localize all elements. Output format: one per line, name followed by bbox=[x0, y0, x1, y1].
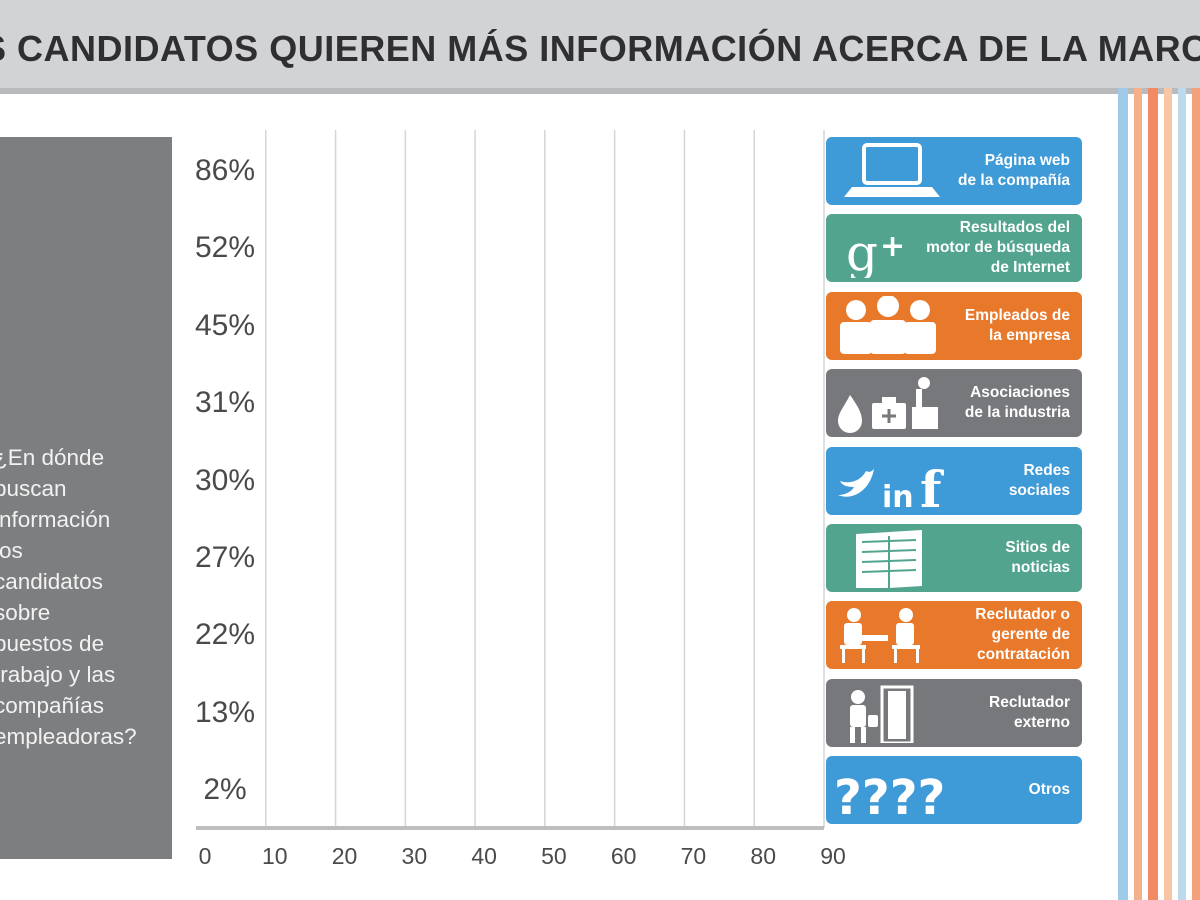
stripe bbox=[1118, 88, 1128, 900]
percent-label: 2% bbox=[203, 773, 247, 807]
question-text: ¿En dónde buscan información los candida… bbox=[0, 445, 137, 749]
stripe bbox=[1134, 88, 1142, 900]
legend-label: Reclutador externo bbox=[989, 693, 1070, 731]
legend-label: Página web de la compañía bbox=[958, 152, 1070, 189]
legend-label: Sitios de noticias bbox=[1005, 539, 1070, 576]
legend-item: Empleados de la empresa bbox=[826, 291, 1082, 360]
legend-label: Resultados del motor de búsqueda de Inte… bbox=[926, 219, 1070, 277]
grid-layer bbox=[265, 130, 825, 828]
laptop-icon bbox=[832, 141, 944, 201]
percent-label: 52% bbox=[194, 231, 256, 265]
stripe bbox=[1164, 88, 1172, 900]
x-tick-label: 40 bbox=[471, 843, 497, 869]
google-plus-icon: g + bbox=[832, 218, 944, 282]
social-media-icon: in f bbox=[832, 451, 945, 515]
legend-item: Asociaciones de la industria bbox=[826, 369, 1082, 438]
legend-item: Reclutador o gerente de contratación bbox=[826, 601, 1082, 670]
legend-label: Empleados de la empresa bbox=[964, 306, 1070, 344]
interview-icon bbox=[832, 605, 944, 665]
stripe bbox=[1178, 88, 1186, 900]
header-banner: S CANDIDATOS QUIEREN MÁS INFORMACIÓN ACE… bbox=[0, 0, 1200, 94]
legend-label: Redes sociales bbox=[1008, 461, 1070, 499]
percent-label: 13% bbox=[194, 695, 256, 729]
legend-label: Asociaciones de la industria bbox=[964, 384, 1070, 422]
percent-labels: 86% 52% 45% 31% 30% 27% 22% 13% 2% bbox=[172, 0, 267, 900]
svg-text:+: + bbox=[880, 229, 905, 264]
svg-text:????: ???? bbox=[834, 770, 944, 820]
svg-text:f: f bbox=[920, 460, 944, 511]
x-tick-label: 30 bbox=[402, 843, 428, 869]
x-tick-label: 20 bbox=[332, 843, 358, 869]
industry-icon bbox=[832, 373, 944, 434]
x-tick-label: 90 bbox=[820, 843, 846, 869]
percent-label: 27% bbox=[194, 541, 256, 574]
legend-item: Página web de la compañía bbox=[826, 137, 1082, 205]
banner-title: S CANDIDATOS QUIEREN MÁS INFORMACIÓN ACE… bbox=[0, 28, 1200, 69]
question-marks-icon: ???? bbox=[832, 760, 945, 824]
legend: Página web de la compañía g + Resultados de… bbox=[826, 0, 1084, 900]
legend-item: in f Redes sociales bbox=[826, 446, 1082, 515]
question-panel: ¿En dónde buscan información los candida… bbox=[0, 137, 172, 859]
bars-layer bbox=[196, 151, 796, 810]
people-icon bbox=[832, 294, 944, 356]
decorative-stripes bbox=[1118, 88, 1200, 900]
x-tick-label: 60 bbox=[611, 843, 637, 869]
x-tick-label: 10 bbox=[262, 843, 288, 869]
legend-label: Otros bbox=[1028, 781, 1070, 799]
percent-label: 30% bbox=[194, 463, 256, 497]
percent-label: 22% bbox=[194, 618, 256, 652]
percent-label: 31% bbox=[194, 386, 256, 420]
newspaper-icon bbox=[832, 528, 944, 590]
legend-item: ???? Otros bbox=[826, 756, 1082, 825]
svg-text:g: g bbox=[846, 224, 878, 278]
x-tick-label: 70 bbox=[681, 843, 707, 869]
x-tick-label: 0 bbox=[199, 843, 212, 869]
x-tick-labels: 0 10 20 30 40 50 60 70 80 90 bbox=[199, 843, 846, 869]
legend-item: g + Resultados del motor de búsqueda de In… bbox=[826, 214, 1082, 283]
stripe bbox=[1148, 88, 1158, 900]
x-tick-label: 50 bbox=[541, 843, 567, 869]
legend-item: Sitios de noticias bbox=[826, 524, 1082, 592]
percent-label: 86% bbox=[194, 154, 256, 187]
door-person-icon bbox=[832, 683, 944, 745]
percent-label: 45% bbox=[194, 308, 256, 342]
svg-text:in: in bbox=[882, 480, 914, 511]
legend-label: Reclutador o gerente de contratación bbox=[975, 606, 1070, 664]
legend-item: Reclutador externo bbox=[826, 678, 1082, 747]
x-tick-label: 80 bbox=[750, 843, 776, 869]
stripe bbox=[1192, 88, 1200, 900]
